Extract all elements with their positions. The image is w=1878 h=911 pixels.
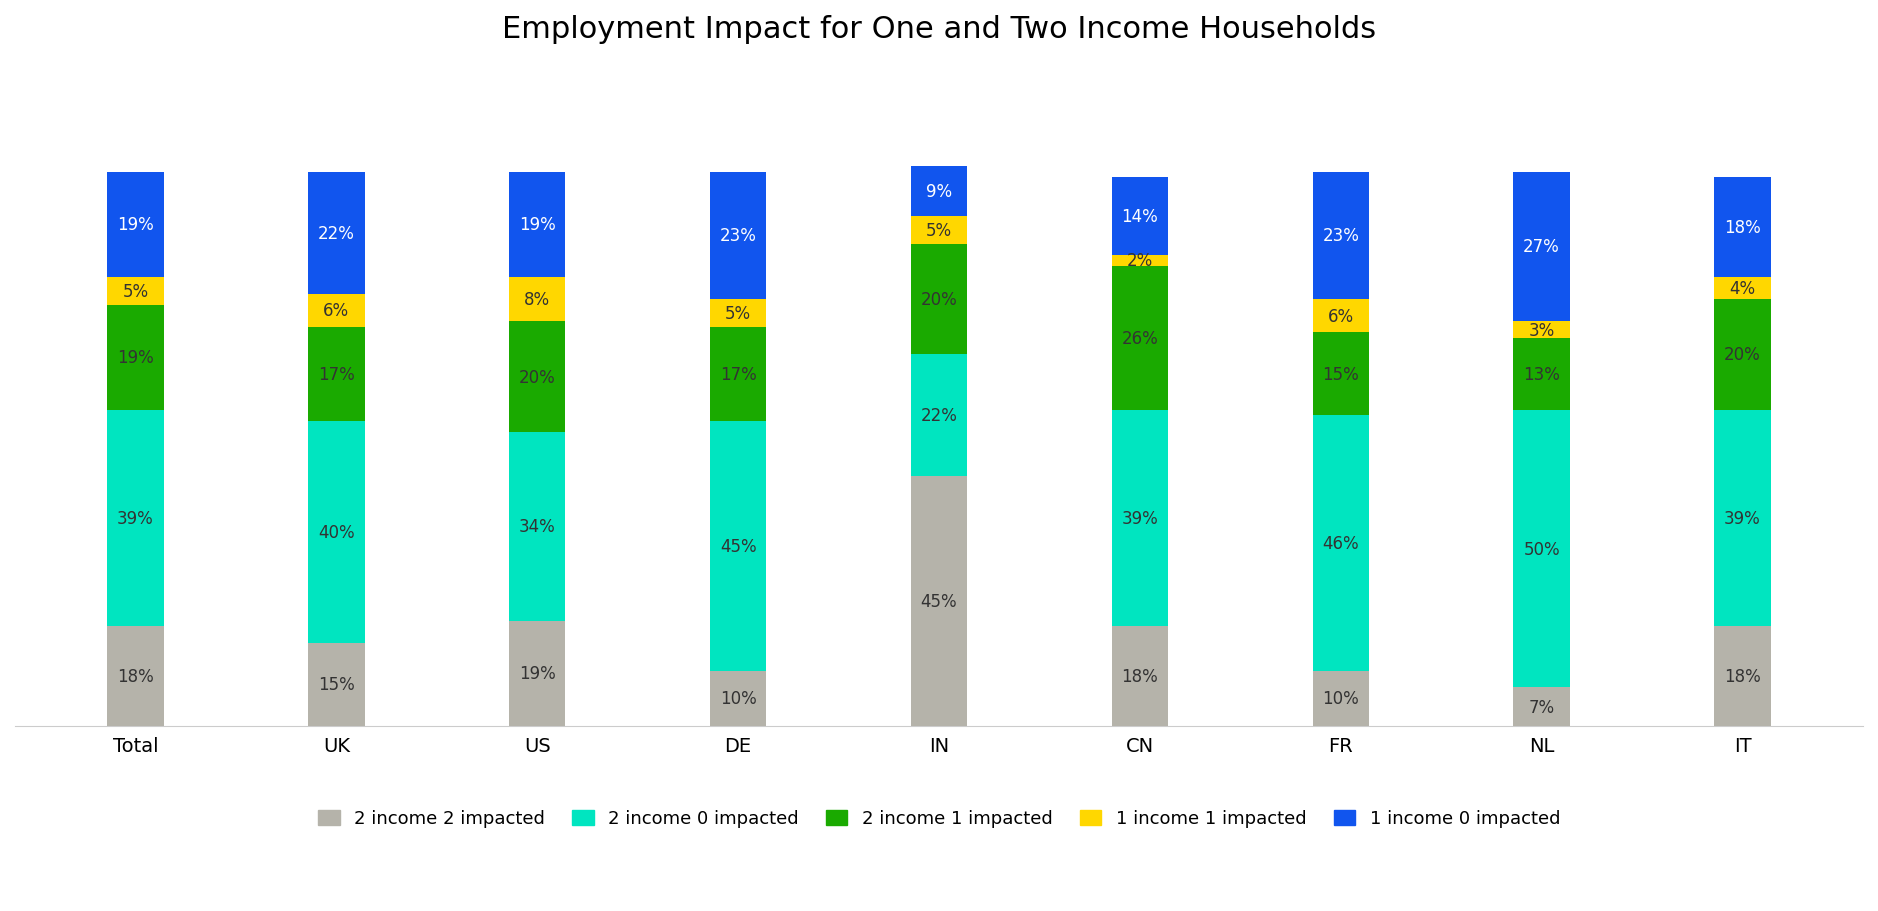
Text: 10%: 10%	[719, 690, 757, 708]
Text: 4%: 4%	[1730, 280, 1756, 298]
Text: 45%: 45%	[719, 537, 757, 555]
Bar	[710, 300, 766, 327]
Bar	[1313, 333, 1369, 416]
Bar	[1514, 688, 1570, 726]
Text: 20%: 20%	[518, 368, 556, 386]
Bar	[107, 172, 163, 278]
Bar	[308, 294, 364, 327]
Text: 18%: 18%	[116, 668, 154, 685]
Bar	[107, 278, 163, 305]
Bar	[1715, 627, 1771, 726]
Text: 7%: 7%	[1529, 698, 1555, 716]
Bar	[1715, 278, 1771, 300]
Bar	[1514, 339, 1570, 411]
Text: 50%: 50%	[1523, 540, 1561, 558]
Bar	[710, 327, 766, 422]
Text: 45%: 45%	[920, 592, 958, 610]
Text: 46%: 46%	[1322, 535, 1360, 552]
Text: 23%: 23%	[1322, 227, 1360, 245]
Text: 23%: 23%	[719, 227, 757, 245]
Legend: 2 income 2 impacted, 2 income 0 impacted, 2 income 1 impacted, 1 income 1 impact: 2 income 2 impacted, 2 income 0 impacted…	[308, 801, 1570, 836]
Text: 26%: 26%	[1121, 330, 1159, 347]
Bar	[1112, 255, 1168, 267]
Bar	[1514, 411, 1570, 688]
Text: 19%: 19%	[116, 216, 154, 234]
Bar	[710, 670, 766, 726]
Text: 40%: 40%	[317, 523, 355, 541]
Bar	[1715, 411, 1771, 627]
Bar	[710, 422, 766, 670]
Bar	[308, 327, 364, 422]
Text: 20%: 20%	[1724, 346, 1762, 364]
Text: 15%: 15%	[317, 676, 355, 693]
Text: 22%: 22%	[920, 407, 958, 425]
Bar	[107, 627, 163, 726]
Bar	[509, 433, 565, 621]
Bar	[509, 322, 565, 433]
Bar	[911, 217, 967, 244]
Bar	[1112, 627, 1168, 726]
Text: 39%: 39%	[116, 509, 154, 527]
Bar	[911, 244, 967, 355]
Bar	[1313, 300, 1369, 333]
Bar	[710, 172, 766, 300]
Text: 20%: 20%	[920, 291, 958, 309]
Text: 8%: 8%	[524, 291, 550, 309]
Title: Employment Impact for One and Two Income Households: Employment Impact for One and Two Income…	[501, 15, 1377, 44]
Bar	[911, 167, 967, 217]
Bar	[1112, 411, 1168, 627]
Text: 34%: 34%	[518, 517, 556, 536]
Text: 3%: 3%	[1529, 322, 1555, 339]
Bar	[308, 422, 364, 643]
Text: 27%: 27%	[1523, 238, 1561, 256]
Text: 10%: 10%	[1322, 690, 1360, 708]
Text: 15%: 15%	[1322, 365, 1360, 384]
Bar	[1715, 300, 1771, 411]
Bar	[509, 278, 565, 322]
Bar	[308, 172, 364, 294]
Text: 17%: 17%	[719, 365, 757, 384]
Bar	[911, 355, 967, 477]
Text: 13%: 13%	[1523, 365, 1561, 384]
Bar	[509, 172, 565, 278]
Bar	[911, 477, 967, 726]
Text: 14%: 14%	[1121, 208, 1159, 226]
Text: 39%: 39%	[1121, 509, 1159, 527]
Bar	[1715, 178, 1771, 278]
Text: 19%: 19%	[518, 664, 556, 682]
Bar	[509, 621, 565, 726]
Bar	[1313, 172, 1369, 300]
Text: 5%: 5%	[725, 304, 751, 322]
Bar	[308, 643, 364, 726]
Bar	[1112, 267, 1168, 411]
Text: 9%: 9%	[926, 183, 952, 200]
Bar	[1112, 178, 1168, 255]
Bar	[1514, 172, 1570, 322]
Bar	[107, 411, 163, 627]
Text: 5%: 5%	[926, 221, 952, 240]
Text: 17%: 17%	[317, 365, 355, 384]
Text: 19%: 19%	[116, 349, 154, 367]
Text: 18%: 18%	[1121, 668, 1159, 685]
Bar	[1313, 670, 1369, 726]
Bar	[1313, 416, 1369, 670]
Text: 6%: 6%	[323, 302, 349, 320]
Text: 19%: 19%	[518, 216, 556, 234]
Text: 2%: 2%	[1127, 252, 1153, 270]
Text: 18%: 18%	[1724, 668, 1762, 685]
Text: 39%: 39%	[1724, 509, 1762, 527]
Bar	[1514, 322, 1570, 339]
Text: 5%: 5%	[122, 282, 148, 301]
Text: 6%: 6%	[1328, 307, 1354, 325]
Text: 18%: 18%	[1724, 219, 1762, 237]
Bar	[107, 305, 163, 411]
Text: 22%: 22%	[317, 224, 355, 242]
